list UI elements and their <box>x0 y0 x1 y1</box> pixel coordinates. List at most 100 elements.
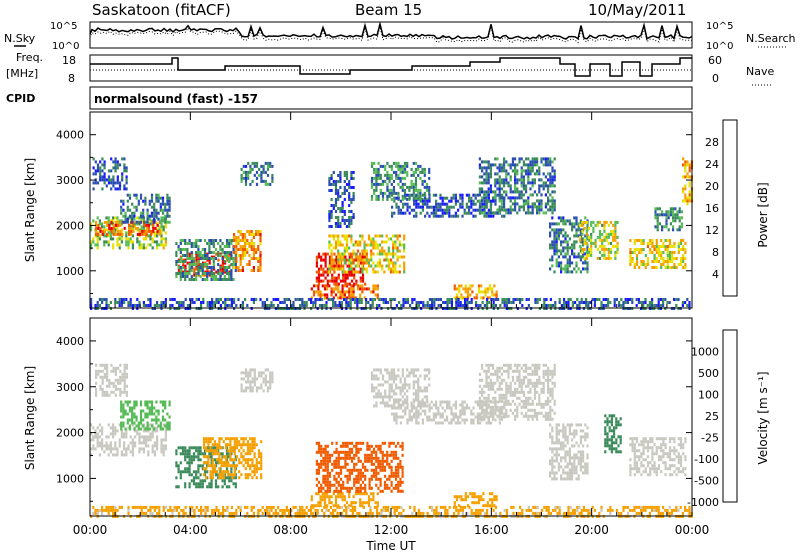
heatmap-cell <box>367 287 371 291</box>
heatmap-cell <box>579 228 582 232</box>
heatmap-cell <box>633 239 636 242</box>
heatmap-cell <box>249 182 252 186</box>
heatmap-cell <box>417 167 420 171</box>
heatmap-cell <box>173 298 176 301</box>
heatmap-cell <box>363 243 366 247</box>
heatmap-cell <box>305 301 308 304</box>
heatmap-cell <box>441 211 444 215</box>
heatmap-cell <box>359 459 362 463</box>
heatmap-cell <box>99 369 102 373</box>
heatmap-cell <box>166 202 169 206</box>
heatmap-cell <box>106 369 109 373</box>
heatmap-cell <box>188 263 191 266</box>
heatmap-cell <box>164 447 167 451</box>
heatmap-cell <box>221 267 224 271</box>
heatmap-cell <box>375 459 378 463</box>
heatmap-cell <box>640 301 643 304</box>
heatmap-cell <box>96 169 100 173</box>
heatmap-cell <box>579 238 582 242</box>
heatmap-cell <box>350 237 353 241</box>
heatmap-cell <box>319 501 322 505</box>
heatmap-cell <box>235 242 238 245</box>
heatmap-cell <box>149 243 152 247</box>
heatmap-cell <box>483 304 486 307</box>
heatmap-cell <box>359 498 362 502</box>
heatmap-cell <box>251 443 254 447</box>
heatmap-cell <box>144 196 147 200</box>
heatmap-cell <box>346 474 349 478</box>
heatmap-cell <box>417 196 420 200</box>
heatmap-cell <box>206 257 209 260</box>
heatmap-cell <box>624 301 627 304</box>
heatmap-cell <box>103 240 106 244</box>
heatmap-cell <box>562 240 565 244</box>
heatmap-cell <box>471 290 474 294</box>
heatmap-cell <box>499 304 502 307</box>
heatmap-cell <box>348 180 351 183</box>
heatmap-cell <box>197 251 200 254</box>
heatmap-cell <box>259 233 262 236</box>
heatmap-cell <box>514 184 517 188</box>
heatmap-cell <box>428 193 431 197</box>
heatmap-cell <box>210 482 213 486</box>
heatmap-cell <box>331 279 334 283</box>
heatmap-cell <box>688 181 691 185</box>
heatmap-cell <box>333 489 336 493</box>
heatmap-cell <box>603 244 606 248</box>
heatmap-cell <box>224 261 227 265</box>
heatmap-cell <box>337 471 340 475</box>
heatmap-cell <box>277 304 280 307</box>
heatmap-cell <box>186 272 189 275</box>
heatmap-cell <box>328 189 331 192</box>
heatmap-cell <box>370 252 373 256</box>
heatmap-cell <box>352 198 355 201</box>
heatmap-cell <box>324 258 327 262</box>
heatmap-cell <box>536 163 539 167</box>
heatmap-cell <box>331 462 334 466</box>
heatmap-cell <box>192 263 196 266</box>
heatmap-cell <box>225 269 229 272</box>
heatmap-cell <box>158 232 161 236</box>
heatmap-cell <box>110 169 113 173</box>
heatmap-cell <box>107 234 110 238</box>
heatmap-cell <box>481 190 484 194</box>
heatmap-cell <box>139 220 143 224</box>
heatmap-cell <box>234 254 237 257</box>
heatmap-cell <box>120 237 123 241</box>
heatmap-cell <box>403 182 407 186</box>
heatmap-cell <box>162 225 165 229</box>
heatmap-cell <box>343 495 346 499</box>
heatmap-cell <box>392 453 395 457</box>
heatmap-cell <box>649 242 652 245</box>
heatmap-cell <box>488 296 492 300</box>
heatmap-cell <box>472 193 475 197</box>
heatmap-cell <box>538 208 541 212</box>
heatmap-cell <box>232 482 235 486</box>
heatmap-cell <box>237 254 240 257</box>
heatmap-cell <box>225 254 229 257</box>
heatmap-cell <box>210 458 213 462</box>
heatmap-cell <box>542 211 545 215</box>
heatmap-cell <box>483 202 486 206</box>
heatmap-cell <box>361 290 364 294</box>
heatmap-cell <box>401 188 404 192</box>
heatmap-cell <box>527 298 530 301</box>
heatmap-cell <box>489 163 492 167</box>
heatmap-cell <box>397 441 400 445</box>
heatmap-cell <box>247 377 250 381</box>
heatmap-cell <box>188 482 191 486</box>
heatmap-cell <box>337 255 340 259</box>
heatmap-cell <box>224 461 228 465</box>
heatmap-cell <box>101 222 104 226</box>
heatmap-cell <box>412 185 415 189</box>
heatmap-cell <box>90 301 93 304</box>
heatmap-cell <box>164 240 167 244</box>
heatmap-cell <box>328 489 332 493</box>
heatmap-cell <box>662 301 665 304</box>
heatmap-cell <box>355 444 358 448</box>
heatmap-cell <box>103 375 106 379</box>
heatmap-cell <box>339 486 343 490</box>
heatmap-cell <box>684 187 687 191</box>
heatmap-cell <box>116 216 119 220</box>
heatmap-cell <box>657 301 660 304</box>
